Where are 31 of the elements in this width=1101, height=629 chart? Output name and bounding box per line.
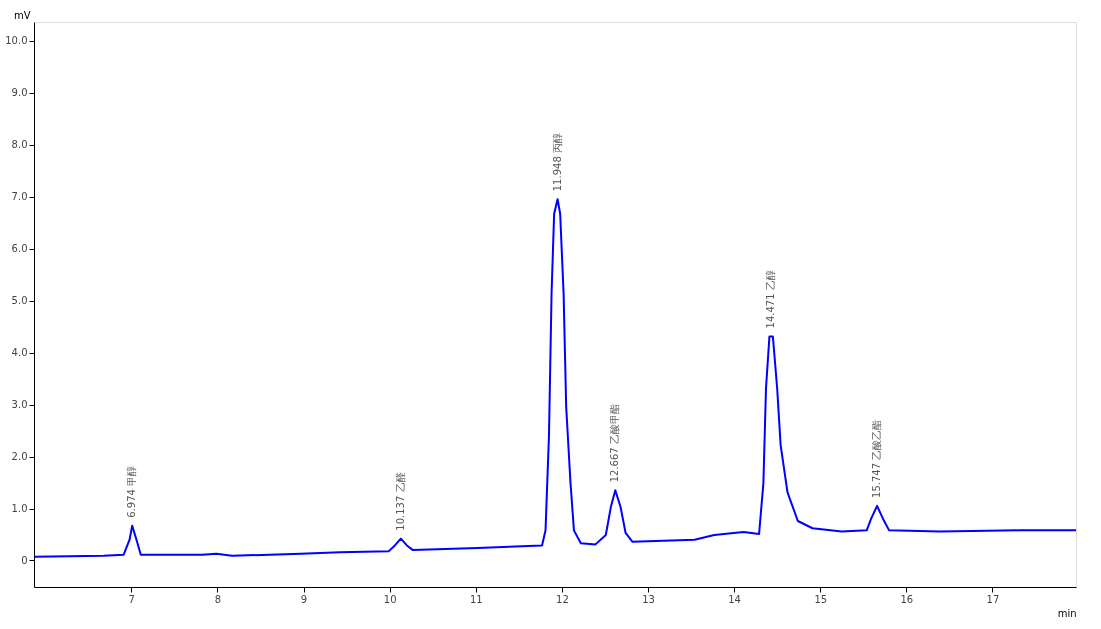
- y-tick-label: 1.0: [11, 503, 28, 515]
- y-tick-label: 7.0: [11, 191, 28, 203]
- annotation: 14.471 乙醇: [765, 270, 777, 329]
- x-tick-label: 9: [300, 593, 308, 605]
- y-axis-title: mV: [13, 9, 31, 21]
- x-tick-label: 10: [383, 593, 397, 605]
- x-tick-label: 8: [214, 593, 222, 605]
- annotation: 15.747 乙酸乙酯: [871, 419, 883, 498]
- x-tick-label: 12: [556, 593, 569, 605]
- annotation: 11.948 丙醇: [551, 133, 563, 192]
- x-axis-title: min: [1057, 607, 1077, 619]
- y-tick-label: 9.0: [11, 87, 28, 99]
- x-tick-label: 16: [900, 593, 914, 605]
- y-tick-label: 8.0: [11, 139, 28, 151]
- y-tick-label: 5.0: [11, 295, 28, 307]
- x-tick-label: 17: [986, 593, 1000, 605]
- annotation: 6.974 甲醇: [126, 465, 138, 518]
- x-tick-label: 13: [642, 593, 655, 605]
- y-tick-label: 10.0: [5, 35, 28, 47]
- line-series: [34, 198, 1076, 558]
- x-tick-label: 15: [814, 593, 828, 605]
- x-tick-label: 7: [128, 593, 135, 605]
- y-tick-label: 4.0: [11, 347, 28, 359]
- annotation: 10.137 乙醛: [394, 472, 406, 531]
- x-tick-label: 14: [728, 593, 741, 605]
- y-tick-label: 2.0: [11, 451, 28, 463]
- annotation: 12.667 乙酸甲酯: [609, 404, 621, 483]
- y-tick-label: 0: [21, 554, 28, 566]
- y-tick-label: 3.0: [11, 399, 28, 411]
- x-tick-label: 11: [469, 593, 483, 605]
- y-tick-label: 6.0: [11, 243, 28, 255]
